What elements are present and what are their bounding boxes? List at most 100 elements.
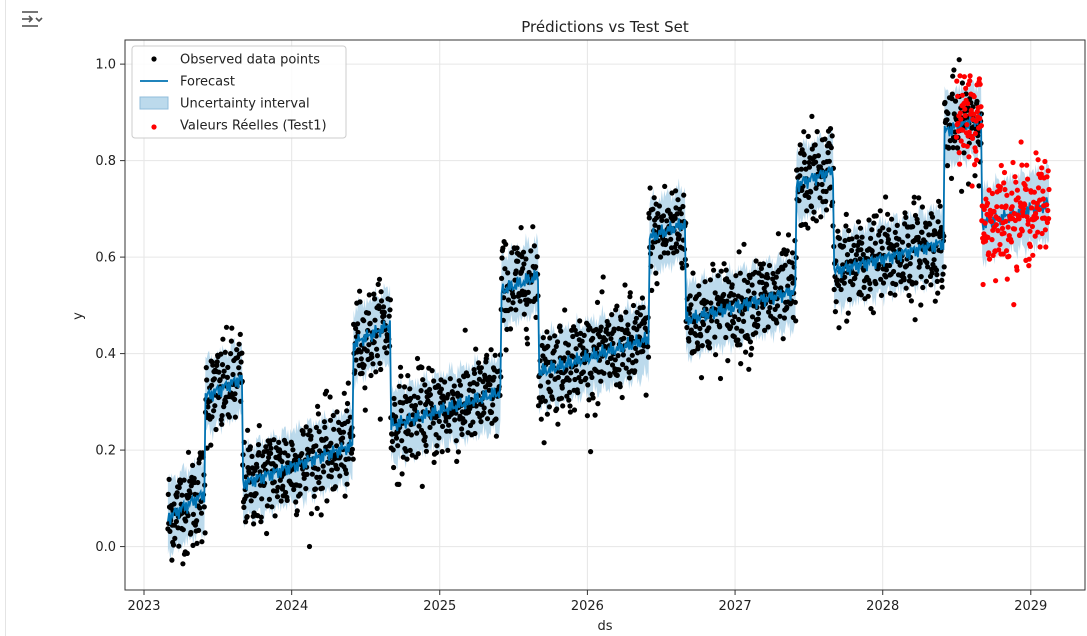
test-point	[1033, 150, 1039, 156]
observed-point	[481, 405, 487, 411]
observed-point	[704, 299, 710, 305]
observed-point	[938, 224, 945, 231]
observed-point	[710, 261, 716, 267]
observed-point	[294, 508, 300, 514]
observed-point	[932, 298, 938, 304]
observed-point	[430, 420, 436, 426]
observed-point	[327, 417, 334, 423]
observed-point	[234, 347, 240, 353]
observed-point	[381, 309, 387, 315]
test-point	[981, 206, 987, 212]
observed-point	[906, 292, 912, 299]
observed-point	[905, 233, 911, 239]
observed-point	[387, 297, 393, 303]
observed-point	[212, 403, 218, 409]
collapse-output-icon[interactable]	[18, 6, 46, 32]
observed-point	[915, 234, 921, 240]
observed-point	[283, 440, 289, 447]
observed-point	[478, 365, 484, 371]
observed-point	[717, 324, 723, 330]
observed-point	[398, 373, 404, 379]
observed-point	[849, 236, 855, 242]
test-point	[972, 130, 979, 137]
observed-point	[838, 286, 844, 293]
y-tick-label: 0.2	[95, 444, 116, 459]
observed-point	[177, 480, 183, 486]
observed-point	[775, 231, 782, 237]
observed-point	[711, 267, 717, 273]
observed-point	[880, 280, 887, 286]
observed-point	[256, 450, 262, 456]
observed-point	[551, 348, 557, 354]
observed-point	[585, 382, 591, 388]
observed-point	[377, 416, 383, 422]
test-point	[1031, 189, 1037, 195]
observed-point	[219, 362, 226, 368]
observed-point	[505, 297, 512, 303]
observed-point	[541, 440, 547, 446]
observed-point	[214, 359, 220, 365]
observed-point	[403, 448, 409, 454]
observed-point	[679, 260, 685, 266]
test-point	[962, 106, 968, 112]
observed-point	[542, 398, 548, 404]
observed-point	[584, 413, 591, 419]
observed-point	[368, 372, 374, 379]
observed-point	[314, 505, 320, 511]
test-point	[1022, 202, 1028, 208]
observed-point	[278, 498, 284, 504]
test-point	[1015, 195, 1021, 201]
test-point	[1012, 226, 1018, 232]
observed-point	[557, 323, 563, 329]
observed-point	[367, 320, 373, 326]
test-point	[1033, 215, 1040, 221]
observed-point	[789, 250, 796, 256]
observed-point	[601, 370, 607, 376]
observed-point	[259, 453, 266, 459]
observed-point	[345, 418, 351, 425]
observed-point	[594, 299, 601, 305]
observed-point	[951, 67, 957, 73]
observed-point	[827, 126, 834, 132]
observed-point	[307, 428, 313, 434]
observed-point	[316, 479, 322, 486]
observed-point	[913, 280, 919, 286]
observed-point	[802, 159, 808, 165]
observed-point	[447, 428, 453, 434]
observed-point	[187, 490, 193, 496]
observed-point	[853, 271, 859, 277]
observed-point	[431, 378, 437, 384]
observed-point	[511, 294, 517, 300]
observed-point	[596, 342, 602, 348]
observed-point	[380, 304, 387, 310]
observed-point	[408, 432, 414, 438]
test-point	[973, 148, 979, 154]
observed-point	[626, 375, 633, 381]
observed-point	[698, 333, 704, 339]
observed-point	[627, 294, 633, 300]
observed-point	[331, 426, 337, 432]
test-point	[1026, 263, 1032, 269]
observed-point	[524, 341, 531, 347]
observed-point	[513, 268, 519, 274]
observed-point	[873, 213, 879, 219]
observed-point	[315, 466, 321, 472]
observed-point	[342, 493, 348, 499]
observed-point	[353, 357, 359, 363]
observed-point	[415, 451, 421, 457]
observed-point	[414, 355, 421, 362]
observed-point	[883, 267, 890, 273]
observed-point	[900, 271, 906, 277]
observed-point	[815, 153, 822, 159]
observed-point	[554, 406, 560, 412]
observed-point	[712, 290, 718, 296]
observed-point	[726, 279, 732, 285]
observed-point	[566, 377, 572, 383]
observed-point	[415, 395, 421, 401]
test-point	[959, 92, 966, 98]
observed-point	[842, 274, 848, 280]
observed-point	[166, 476, 172, 482]
observed-point	[353, 325, 359, 331]
test-point	[958, 116, 964, 122]
observed-point	[171, 501, 177, 507]
